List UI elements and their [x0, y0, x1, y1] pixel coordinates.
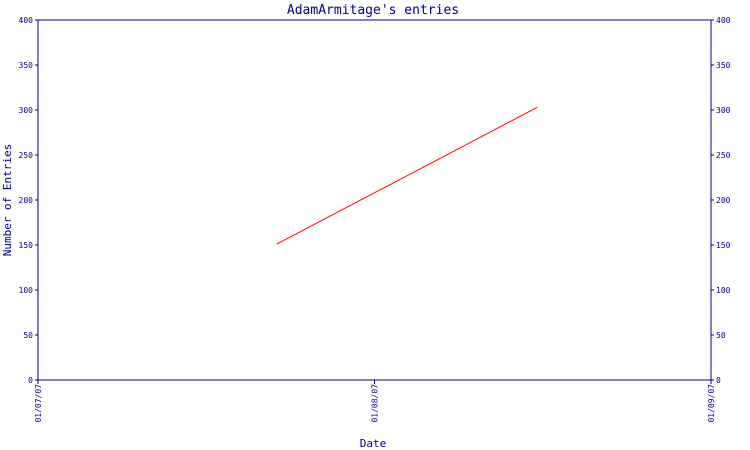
- series: [276, 106, 538, 245]
- x-tick-label: 01/08/07: [371, 384, 380, 423]
- y-tick-label-right: 150: [716, 241, 731, 250]
- y-tick-label-right: 400: [716, 16, 731, 25]
- y-tick-label-right: 200: [716, 196, 731, 205]
- y-tick-label-left: 300: [19, 106, 34, 115]
- y-tick-label-left: 0: [28, 376, 33, 385]
- y-tick-label-right: 100: [716, 286, 731, 295]
- y-tick-label-right: 250: [716, 151, 731, 160]
- y-tick-label-left: 350: [19, 61, 34, 70]
- x-axis-label: Date: [360, 437, 387, 450]
- x-tick-label: 01/07/07: [34, 384, 43, 423]
- y-tick-label-right: 0: [716, 376, 721, 385]
- y-tick-label-left: 50: [23, 331, 33, 340]
- y-tick-label-left: 250: [19, 151, 34, 160]
- y-axis-label: Number of Entries: [1, 144, 14, 257]
- series-line: [276, 106, 538, 245]
- y-tick-label-right: 50: [716, 331, 726, 340]
- y-tick-label-left: 150: [19, 241, 34, 250]
- y-tick-label-left: 400: [19, 16, 34, 25]
- x-tick-label: 01/09/07: [707, 384, 716, 423]
- y-tick-label-right: 350: [716, 61, 731, 70]
- ticks: 0 0 50 50 100 100 150 150 200 200 250 250 300 300 350 3…: [19, 16, 731, 423]
- plot-frame: [37, 19, 712, 381]
- y-tick-label-right: 300: [716, 106, 731, 115]
- y-tick-label-left: 100: [19, 286, 34, 295]
- y-tick-label-left: 200: [19, 196, 34, 205]
- chart-title: AdamArmitage's entries: [287, 3, 459, 18]
